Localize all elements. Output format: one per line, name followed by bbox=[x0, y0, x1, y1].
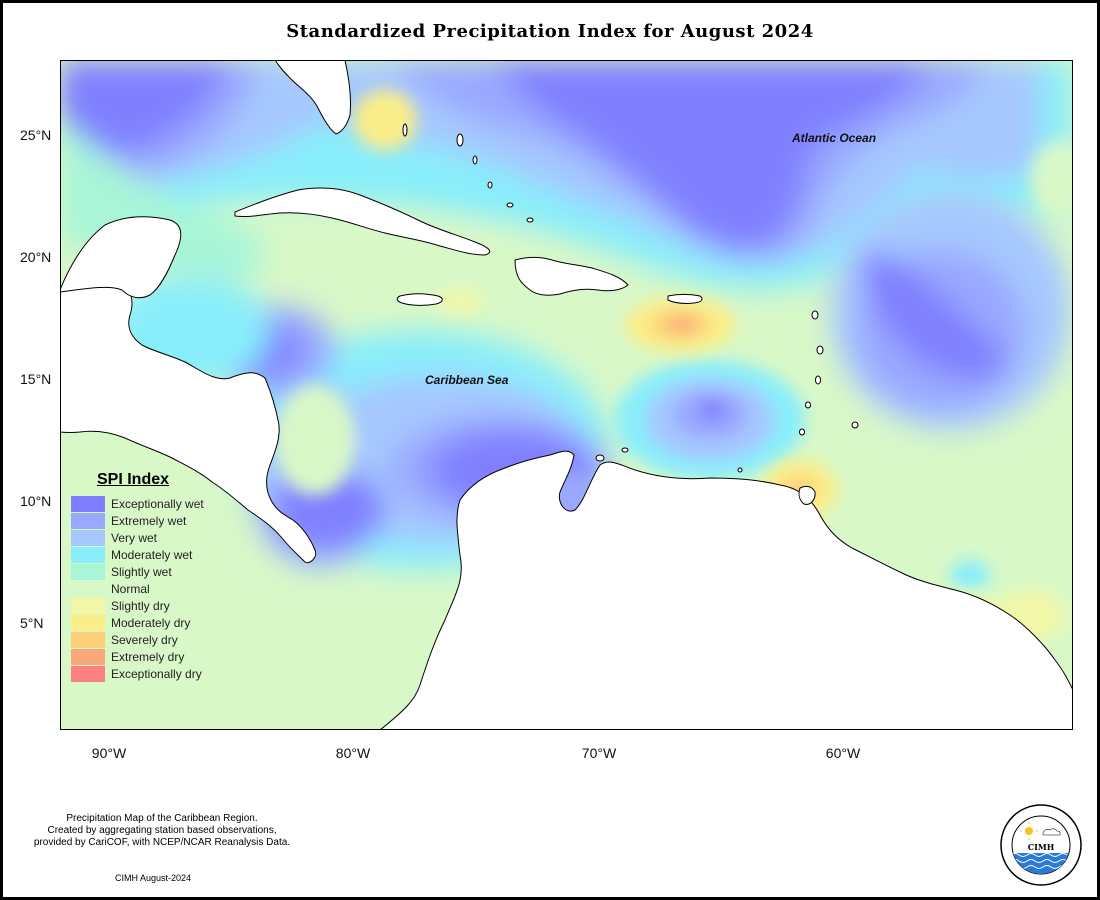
legend-swatch bbox=[71, 563, 105, 580]
legend-label: Exceptionally wet bbox=[111, 496, 204, 511]
legend-swatch bbox=[71, 580, 105, 597]
legend-swatch bbox=[71, 597, 105, 614]
legend-swatch bbox=[71, 512, 105, 529]
legend-label: Slightly dry bbox=[111, 598, 170, 613]
legend-title: SPI Index bbox=[97, 471, 170, 488]
credits-line-2: Created by aggregating station based obs… bbox=[47, 825, 277, 836]
legend-label: Normal bbox=[111, 581, 150, 596]
land-trinidad bbox=[798, 485, 816, 505]
legend-swatch bbox=[71, 529, 105, 546]
legend-label: Slightly wet bbox=[111, 564, 172, 579]
lat-label-15: 15°N bbox=[20, 371, 52, 387]
landmasses bbox=[60, 60, 1073, 730]
date-stamp: CIMH August-2024 bbox=[115, 873, 192, 883]
legend-item: Extremely wet bbox=[71, 512, 204, 529]
land-yucatan bbox=[60, 216, 182, 299]
spi-legend: SPI Index Exceptionally wet Extremely wet… bbox=[71, 471, 204, 682]
legend-swatch bbox=[71, 495, 105, 512]
lat-label-25: 25°N bbox=[20, 127, 52, 143]
wet-field-east bbox=[830, 190, 1070, 430]
legend-item: Very wet bbox=[71, 529, 204, 546]
wet-field-east-caribbean bbox=[537, 360, 990, 615]
map-frame-ticks bbox=[60, 60, 1073, 730]
land-hispaniola bbox=[514, 256, 629, 296]
legend-item: Slightly dry bbox=[71, 597, 204, 614]
legend-item: Moderately dry bbox=[71, 614, 204, 631]
legend-label: Very wet bbox=[111, 530, 158, 545]
legend-label: Exceptionally dry bbox=[111, 666, 202, 681]
map-title: Standardized Precipitation Index for Aug… bbox=[286, 21, 814, 42]
lat-label-5: 5°N bbox=[20, 615, 44, 631]
legend-swatch bbox=[71, 648, 105, 665]
land-florida bbox=[274, 60, 351, 135]
lon-label-80w: 80°W bbox=[335, 745, 371, 761]
lon-label-60w: 60°W bbox=[825, 745, 861, 761]
place-label-atlantic-ocean: Atlantic Ocean bbox=[791, 131, 876, 145]
legend-label: Moderately wet bbox=[111, 547, 193, 562]
legend-swatch bbox=[71, 665, 105, 682]
land-puerto-rico bbox=[667, 294, 703, 304]
land-south-america bbox=[379, 450, 1073, 730]
logo-text: CIMH bbox=[1028, 842, 1055, 852]
legend-swatch bbox=[71, 614, 105, 631]
lat-label-10: 10°N bbox=[20, 493, 52, 509]
legend-item: Slightly wet bbox=[71, 563, 204, 580]
legend-label: Moderately dry bbox=[111, 615, 191, 630]
legend-item: Exceptionally wet bbox=[71, 495, 204, 512]
legend-label: Severely dry bbox=[111, 632, 178, 647]
legend-item: Moderately wet bbox=[71, 546, 204, 563]
legend-swatch bbox=[71, 631, 105, 648]
credits-line-3: provided by CariCOF, with NCEP/NCAR Rean… bbox=[33, 837, 291, 848]
small-islands bbox=[402, 123, 859, 473]
legend-item: Exceptionally dry bbox=[71, 665, 204, 682]
legend-item: Severely dry bbox=[71, 631, 204, 648]
lat-label-20: 20°N bbox=[20, 249, 52, 265]
wet-field-north bbox=[60, 60, 1073, 290]
lon-label-90w: 90°W bbox=[91, 745, 127, 761]
legend-label: Extremely wet bbox=[111, 513, 187, 528]
land-cuba bbox=[234, 187, 491, 256]
legend-item: Extremely dry bbox=[71, 648, 204, 665]
credits-text: Precipitation Map of the Caribbean Regio… bbox=[7, 813, 317, 849]
land-central-america bbox=[60, 281, 317, 564]
spi-map: Atlantic Ocean Caribbean Sea bbox=[60, 60, 1073, 730]
land-jamaica bbox=[396, 293, 443, 306]
place-label-caribbean-sea: Caribbean Sea bbox=[425, 373, 509, 387]
legend-swatch bbox=[71, 546, 105, 563]
legend-item: Normal bbox=[71, 580, 204, 597]
cimh-logo: CIMH bbox=[1000, 804, 1082, 886]
lon-label-70w: 70°W bbox=[581, 745, 617, 761]
legend-label: Extremely dry bbox=[111, 649, 185, 664]
credits-line-1: Precipitation Map of the Caribbean Regio… bbox=[66, 813, 258, 824]
